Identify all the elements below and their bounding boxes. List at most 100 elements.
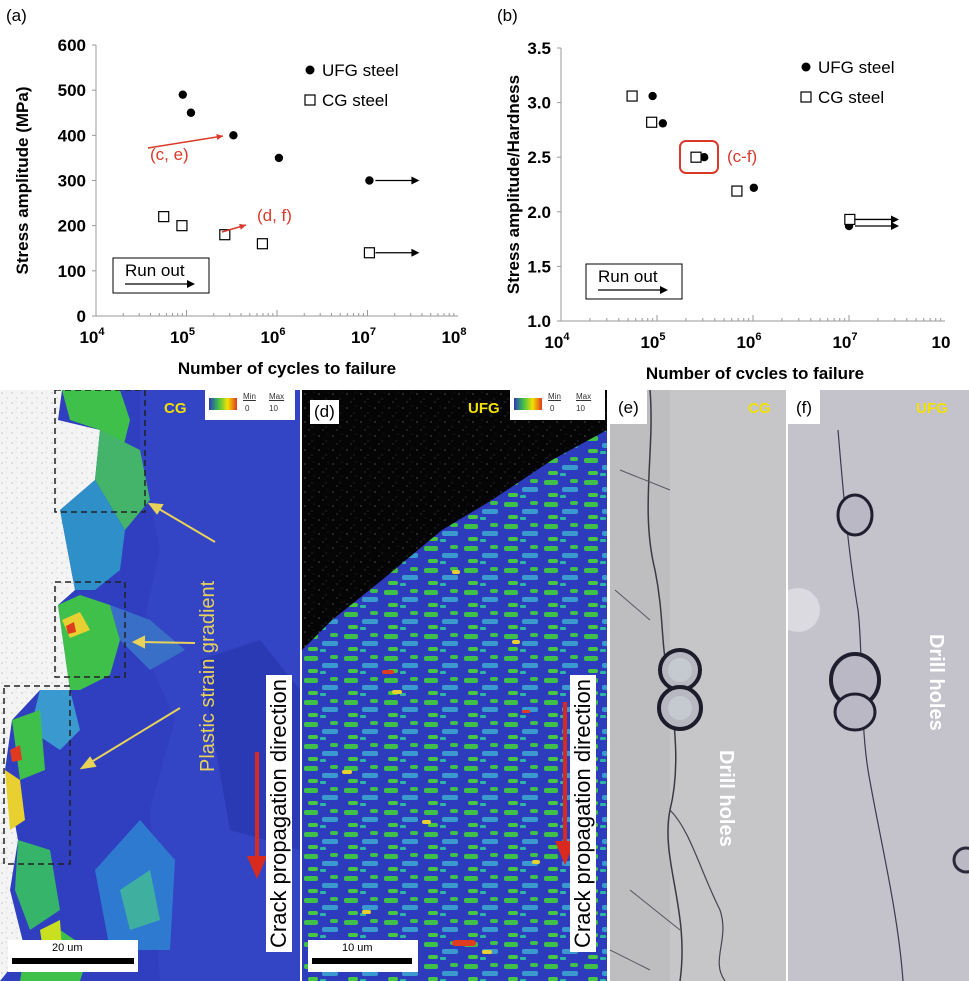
cg-data-point [363, 247, 376, 259]
ufg-data-point [274, 153, 284, 163]
scalebar-line-d [312, 958, 412, 964]
x-tick-label: 105 [640, 331, 665, 352]
ufg-data-point [186, 108, 196, 117]
scale-min-value-d: 0 [550, 404, 555, 413]
y-tick-label: 2.0 [527, 203, 551, 222]
scale-min-label-d: Min [548, 392, 561, 401]
y-tick-label: 100 [58, 262, 86, 281]
x-tick-label: 107 [832, 331, 857, 352]
ebsd-ufg-image [302, 390, 607, 981]
runout-arrowhead [411, 176, 420, 185]
annotation-label: (d, f) [257, 206, 292, 225]
scale-max-value-d: 10 [576, 404, 585, 413]
y-tick-label: 1.5 [527, 257, 551, 276]
y-axis-title: Stress amplitude (MPa) [13, 87, 32, 275]
scalebar-c: 20 um [8, 940, 138, 972]
optical-ufg-image [788, 390, 969, 981]
color-scale-bar [209, 398, 237, 410]
panel-label-e: (e) [610, 390, 647, 424]
annotation-arrowhead [239, 223, 246, 230]
cg-tag: CG [164, 400, 187, 417]
cg-data-point [646, 116, 658, 128]
cg-data-point [626, 90, 638, 102]
cg-data-point [844, 213, 856, 226]
cg-data-point [176, 220, 188, 232]
legend-label-ufg: UFG steel [818, 58, 895, 77]
annotation-arrowhead [216, 133, 223, 141]
y-tick-label: 200 [58, 217, 86, 236]
strain-color-scale: Min 0 Max 10 [205, 390, 295, 420]
legend-label-cg: CG steel [818, 88, 884, 107]
plastic-strain-gradient-label: Plastic strain gradient [197, 580, 219, 772]
legend-label-cg: CG steel [322, 91, 388, 110]
scalebar-line-c [12, 958, 134, 964]
cg-data-point [219, 229, 231, 241]
panel-label-d: (d) [310, 400, 339, 424]
chart-b: 1.0 1.5 2.0 2.5 3.0 3.5 Number of cvcles to fa… [504, 39, 945, 383]
scale-max-value: 10 [269, 404, 278, 413]
annotation-arrow [147, 135, 224, 149]
cg-tag-e: CG [748, 400, 771, 417]
x-axis-title: Number of cvcles to failure [646, 364, 864, 383]
fatigue-charts: 0 100 200 300 400 500 600 Number of cycles to f… [13, 36, 951, 383]
scale-max-label-d: Max [576, 392, 592, 401]
runout-legend-arrowhead [660, 286, 668, 294]
scalebar-d: 10 um [308, 940, 418, 972]
optical-cg-image [610, 390, 786, 981]
y-tick-label: 3.5 [527, 39, 551, 58]
ufg-tag-d: UFG [468, 400, 500, 417]
chart-a: 0 100 200 300 400 500 600 Number of cycles to f… [13, 36, 458, 378]
ufg-tag-f: UFG [916, 400, 948, 417]
ebsd-cg-image [0, 390, 300, 981]
ufg-data-point [178, 90, 187, 99]
x-tick-label: 106 [736, 331, 761, 352]
y-tick-label: 2.5 [527, 148, 551, 167]
y-tick-label: 0 [77, 307, 86, 326]
drill-holes-label-f: Drill holes [925, 634, 947, 731]
y-tick-label: 1.0 [527, 312, 551, 331]
panel-label-f: (f) [788, 390, 821, 424]
scalebar-label-c: 20 um [52, 942, 83, 954]
cg-data-point [731, 185, 743, 197]
y-tick-label: 600 [58, 36, 86, 55]
optical-image-ufg: (f) UFG Drill holes [788, 390, 969, 981]
annotation-label: (c-f) [727, 147, 757, 166]
y-axis-title: Stress amplitude/Hardness [504, 75, 523, 294]
annotation-highlight-box [679, 140, 719, 174]
drill-holes-label-e: Drill holes [715, 750, 737, 847]
legend-marker-ufg [305, 65, 315, 75]
ufg-data-point [229, 131, 238, 140]
x-tick-label: 104 [79, 326, 105, 347]
color-scale-bar-d [514, 398, 542, 410]
crack-direction-label-d: Crack propagation direction [570, 674, 596, 952]
runout-legend-box [112, 257, 210, 294]
annotation-label: (c, e) [150, 145, 189, 164]
cg-data-point [158, 211, 170, 223]
panel-label-b: (b) [497, 6, 518, 25]
ufg-data-point [699, 153, 709, 162]
x-tick-label: 10 [932, 333, 951, 352]
runout-arrowhead [411, 248, 420, 257]
strain-color-scale-d: Min 0 Max 10 [510, 390, 605, 420]
ufg-data-point [648, 91, 657, 101]
x-tick-label: 106 [260, 326, 285, 347]
x-tick-label: 107 [351, 326, 376, 347]
crack-direction-label-c: Crack propagation direction [266, 674, 292, 952]
ufg-data-point [658, 119, 668, 128]
runout-legend-box [585, 263, 683, 300]
scalebar-label-d: 10 um [342, 942, 373, 954]
runout-arrowhead [891, 221, 899, 230]
runout-legend-label: Run out [125, 261, 185, 280]
y-tick-label: 300 [58, 172, 86, 191]
x-tick-label: 108 [441, 326, 466, 347]
y-tick-label: 3.0 [527, 94, 551, 113]
y-tick-label: 500 [58, 81, 86, 100]
x-axis-title: Number of cycles to failure [178, 359, 396, 378]
y-tick-label: 400 [58, 126, 86, 145]
panel-label-a: (a) [6, 6, 27, 25]
scale-min-label: Min [243, 392, 256, 401]
ufg-data-point [365, 176, 374, 185]
ufg-data-point [749, 183, 759, 192]
legend-marker-cg [800, 91, 812, 103]
runout-arrowhead [891, 215, 899, 224]
